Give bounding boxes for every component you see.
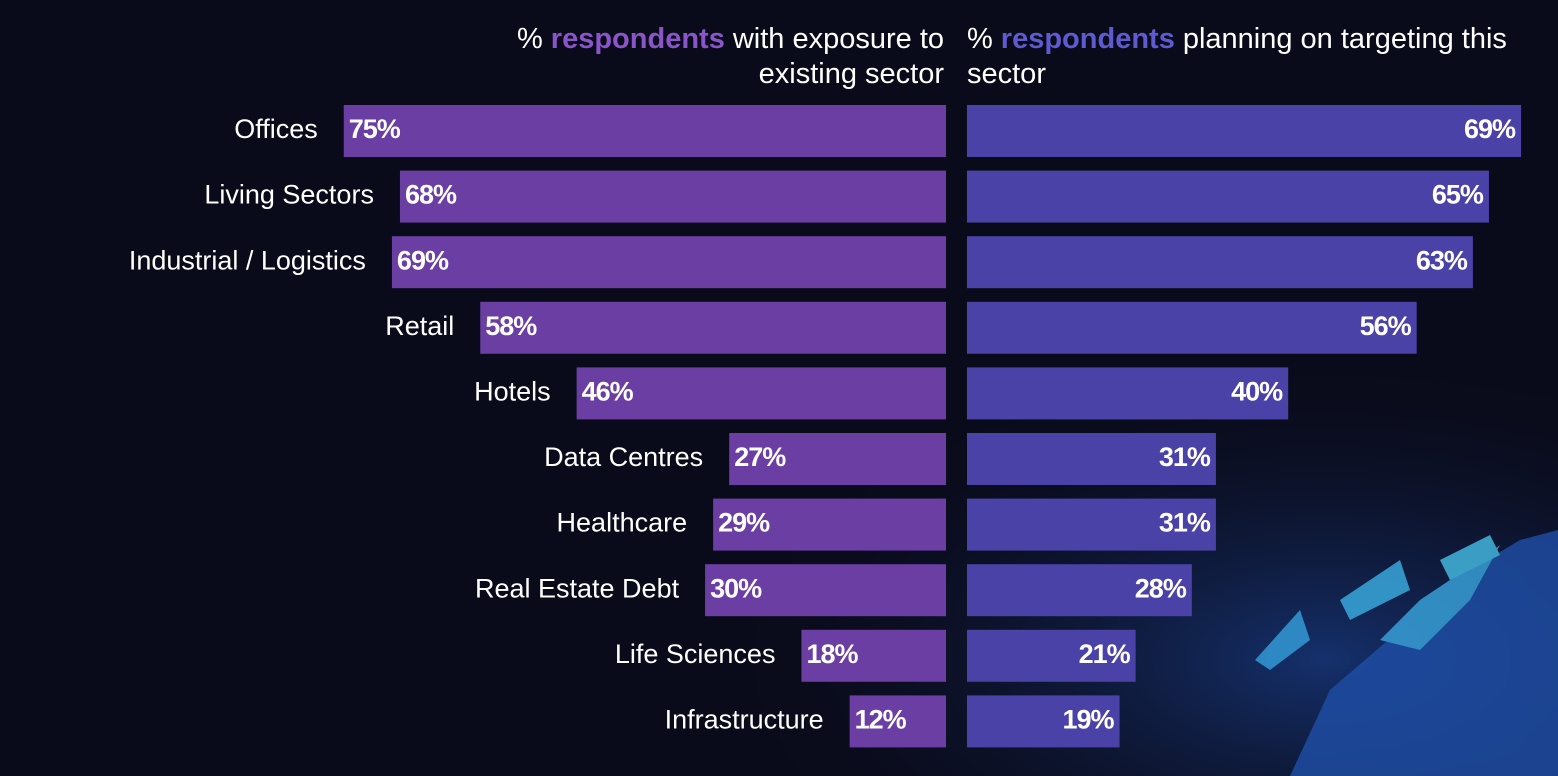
value-label: 31% [1159, 508, 1211, 538]
bar-right [967, 695, 1120, 748]
category-label: Offices [234, 114, 318, 144]
bar-left [576, 367, 946, 420]
value-label: 46% [582, 377, 634, 407]
left-header: % respondents with exposure to existing se… [470, 22, 944, 92]
bar-left [729, 433, 946, 485]
bar-left [713, 498, 946, 551]
bar-right [967, 498, 1216, 551]
bar-right [967, 170, 1489, 223]
bar-left [849, 695, 946, 748]
value-label: 69% [1464, 114, 1516, 144]
value-label: 27% [734, 442, 786, 472]
bar-right [967, 367, 1289, 420]
bar-right [967, 629, 1136, 682]
category-label: Life Sciences [615, 639, 776, 669]
category-label: Real Estate Debt [475, 573, 680, 603]
value-label: 68% [405, 180, 457, 210]
bar-left [391, 236, 946, 289]
bar-right [967, 301, 1417, 354]
header-highlight: respondents [550, 23, 725, 55]
value-label: 28% [1135, 573, 1187, 603]
right-header: % respondents planning on targeting this s… [967, 22, 1507, 92]
value-label: 12% [855, 705, 907, 735]
value-label: 18% [806, 639, 858, 669]
header-prefix: % [967, 23, 993, 55]
decoration [1255, 530, 1558, 776]
bar-left [801, 629, 946, 682]
bar-left [343, 105, 946, 157]
value-label: 30% [710, 573, 762, 603]
value-label: 40% [1231, 377, 1283, 407]
header-text: with exposure to existing sector [732, 23, 944, 90]
category-label: Retail [385, 311, 454, 341]
value-label: 19% [1063, 705, 1115, 735]
category-label: Infrastructure [665, 705, 824, 735]
value-label: 21% [1079, 639, 1131, 669]
header-text: planning on targeting this sector [967, 23, 1507, 90]
value-label: 29% [718, 508, 770, 538]
value-label: 65% [1432, 180, 1484, 210]
category-label: Hotels [474, 377, 551, 407]
bar-left [399, 170, 947, 223]
value-label: 31% [1159, 442, 1211, 472]
category-label: Industrial / Logistics [129, 245, 366, 275]
value-label: 63% [1416, 245, 1468, 275]
category-label: Living Sectors [204, 180, 374, 210]
header-prefix: % [517, 23, 543, 55]
value-label: 58% [485, 311, 537, 341]
value-label: 56% [1360, 311, 1412, 341]
bar-right [967, 433, 1216, 485]
bar-right [967, 236, 1473, 289]
bar-right [967, 564, 1192, 617]
category-label: Data Centres [544, 442, 703, 472]
category-label: Healthcare [557, 508, 688, 538]
bar-right [967, 105, 1522, 157]
bar-left [480, 301, 946, 354]
value-label: 69% [397, 245, 449, 275]
value-label: 75% [349, 114, 401, 144]
bar-left [705, 564, 946, 617]
header-highlight: respondents [1000, 23, 1175, 55]
